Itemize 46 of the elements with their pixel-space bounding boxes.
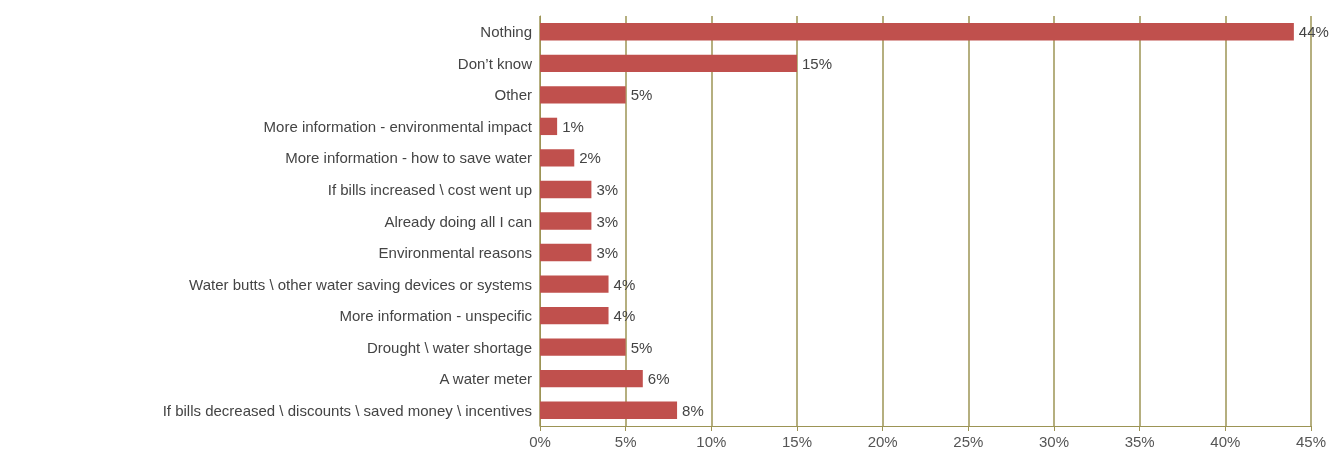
data-label: 3% <box>596 180 619 198</box>
data-label: 8% <box>682 401 704 419</box>
bar <box>540 338 626 356</box>
bar <box>540 370 643 388</box>
y-tick-label: Water butts \ other water saving devices or systems <box>189 275 532 293</box>
y-tick-label: Don’t know <box>457 54 533 72</box>
y-tick-label: Environmental reasons <box>378 244 532 262</box>
bar <box>540 149 575 167</box>
bar <box>540 401 678 419</box>
x-tick-label: 30% <box>1038 433 1070 450</box>
x-tick-label: 20% <box>867 433 898 450</box>
y-tick-label: A water meter <box>439 370 532 388</box>
y-tick-label: More information - unspecific <box>339 307 533 325</box>
x-tick-label: 45% <box>1295 433 1327 450</box>
x-tick-label: 10% <box>696 433 727 450</box>
y-tick-label: Other <box>494 86 532 104</box>
data-label: 2% <box>579 149 601 167</box>
y-tick-label: More information - environmental impact <box>263 117 533 135</box>
y-tick-label: Nothing <box>480 23 532 41</box>
x-tick-label: 15% <box>781 433 813 450</box>
bar <box>540 212 592 230</box>
y-tick-label: Already doing all I can <box>384 212 532 230</box>
bar <box>540 86 626 104</box>
x-tick-label: 35% <box>1124 433 1155 450</box>
bar <box>540 243 592 262</box>
bar <box>540 23 1294 41</box>
data-label: 1% <box>562 117 584 135</box>
y-tick-label: Drought \ water shortage <box>366 338 532 356</box>
bar <box>540 54 797 72</box>
data-label: 5% <box>630 86 653 104</box>
x-tick-label: 40% <box>1210 433 1241 450</box>
bar <box>540 180 592 199</box>
data-label: 15% <box>802 54 833 72</box>
data-label: 6% <box>647 370 670 388</box>
y-tick-label: If bills increased \ cost went up <box>327 180 532 198</box>
data-label: 3% <box>596 244 619 262</box>
y-tick-label: If bills decreased \ discounts \ saved money \ incentives <box>162 401 532 419</box>
bar <box>540 275 609 293</box>
x-tick-label: 25% <box>953 433 984 450</box>
x-tick-label: 0% <box>529 433 551 450</box>
y-tick-label: More information - how to save water <box>285 149 532 167</box>
data-label: 3% <box>596 212 619 230</box>
bar <box>540 117 558 136</box>
x-tick-label: 5% <box>614 433 637 450</box>
bar <box>540 306 609 325</box>
data-label: 5% <box>630 338 653 356</box>
